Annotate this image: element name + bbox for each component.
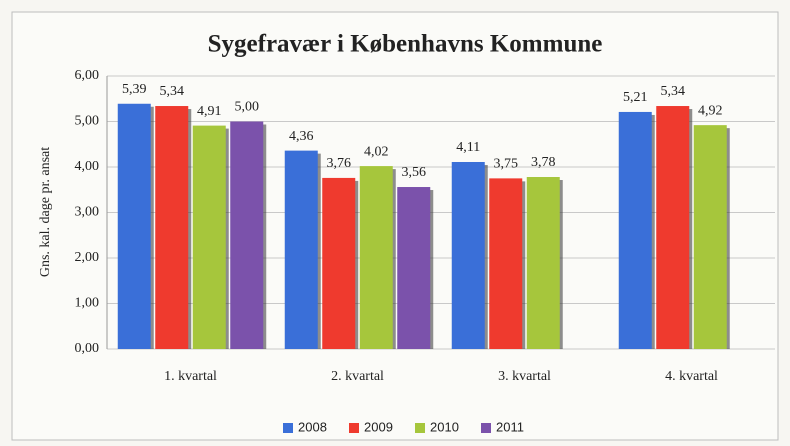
x-tick-label: 3. kvartal (498, 369, 551, 384)
bar (359, 166, 393, 349)
y-tick-label: 5,00 (75, 114, 100, 129)
value-label: 5,34 (160, 84, 185, 99)
bar (693, 125, 727, 349)
legend-label: 2009 (364, 419, 393, 434)
value-label: 5,34 (661, 84, 686, 99)
value-label: 5,21 (623, 90, 648, 105)
legend-swatch (349, 423, 359, 433)
value-label: 3,78 (531, 155, 556, 170)
bar (489, 178, 523, 349)
legend-swatch (415, 423, 425, 433)
legend-label: 2008 (298, 419, 327, 434)
bar (397, 187, 431, 349)
bar (192, 125, 226, 349)
x-tick-label: 2. kvartal (331, 369, 384, 384)
y-tick-label: 4,00 (75, 159, 100, 174)
chart-title: Sygefravær i Københavns Kommune (208, 31, 603, 58)
bar (117, 103, 151, 349)
value-label: 3,76 (327, 156, 352, 171)
x-tick-label: 4. kvartal (665, 369, 718, 384)
y-tick-label: 0,00 (75, 341, 100, 356)
y-tick-label: 1,00 (75, 296, 100, 311)
bar (230, 121, 264, 349)
bar (451, 161, 485, 349)
legend-swatch (481, 423, 491, 433)
legend-label: 2010 (430, 419, 459, 434)
y-tick-label: 6,00 (75, 68, 100, 83)
value-label: 5,00 (235, 100, 260, 115)
x-tick-label: 1. kvartal (164, 369, 217, 384)
bar (656, 106, 690, 349)
value-label: 4,36 (289, 129, 314, 144)
y-tick-label: 3,00 (75, 205, 100, 220)
legend-swatch (283, 423, 293, 433)
bar (618, 111, 652, 349)
bar (322, 177, 356, 349)
value-label: 3,56 (402, 165, 427, 180)
bar (155, 106, 189, 349)
y-axis-label: Gns. kal. dage pr. ansat (38, 147, 53, 277)
value-label: 4,92 (698, 103, 723, 118)
y-tick-label: 2,00 (75, 250, 100, 265)
legend-label: 2011 (496, 419, 524, 434)
value-label: 4,02 (364, 144, 389, 159)
value-label: 3,75 (494, 157, 519, 172)
bar (526, 177, 560, 349)
value-label: 4,91 (197, 104, 222, 119)
bar (284, 150, 318, 349)
value-label: 4,11 (456, 140, 480, 155)
value-label: 5,39 (122, 82, 147, 97)
